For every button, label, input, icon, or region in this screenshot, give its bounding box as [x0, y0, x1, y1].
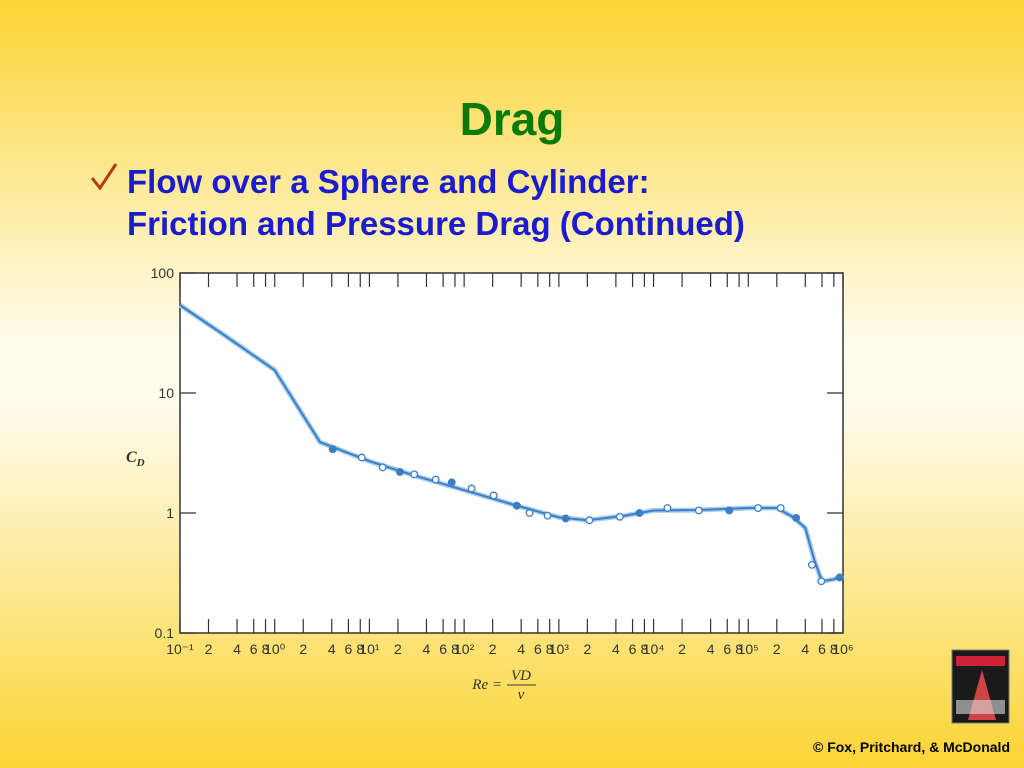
slide-title: Drag — [460, 93, 565, 145]
data-point — [543, 511, 552, 520]
x-tick-label: 8 — [735, 641, 743, 657]
x-tick-label: 6 — [723, 641, 731, 657]
data-point — [817, 577, 826, 586]
data-point — [410, 470, 419, 479]
x-tick-label: 10³ — [549, 641, 570, 657]
bullet-line: Friction and Pressure Drag (Continued) — [127, 205, 745, 242]
x-tick-label: 8 — [451, 641, 459, 657]
x-tick-label: 10¹ — [359, 641, 380, 657]
data-point — [635, 509, 644, 517]
x-label-denominator: ν — [518, 687, 525, 703]
x-tick-label: 8 — [262, 641, 270, 657]
x-tick-label: 6 — [629, 641, 637, 657]
x-tick-label: 6 — [534, 641, 542, 657]
x-tick-label: 10² — [454, 641, 475, 657]
y-axis-label: CD — [126, 449, 145, 469]
data-point — [663, 504, 672, 512]
x-tick-label: 2 — [489, 641, 497, 657]
copyright: © Fox, Pritchard, & McDonald — [813, 739, 1010, 755]
data-point — [725, 506, 734, 515]
data-point — [792, 513, 801, 522]
data-point — [447, 478, 456, 487]
data-point — [431, 475, 440, 484]
x-tick-label: 2 — [299, 641, 307, 657]
x-tick-label: 8 — [640, 641, 648, 657]
x-tick-label: 4 — [612, 641, 620, 657]
data-point — [328, 445, 337, 454]
data-point — [585, 516, 594, 525]
x-tick-label: 10⁰ — [264, 641, 286, 657]
data-point — [561, 514, 570, 523]
x-tick-label: 8 — [546, 641, 554, 657]
check-bullet — [90, 163, 118, 191]
bullet-line: Flow over a Sphere and Cylinder: — [127, 163, 650, 200]
x-tick-label: 6 — [818, 641, 826, 657]
data-point — [835, 573, 844, 582]
x-label-numerator: VD — [511, 668, 531, 684]
data-point — [776, 504, 785, 512]
x-tick-label: 2 — [394, 641, 402, 657]
x-tick-label: 10⁴ — [643, 641, 665, 657]
y-label-subscript: D — [136, 457, 145, 469]
data-point — [807, 560, 816, 569]
book-cover — [951, 649, 1010, 724]
x-tick-label: 10⁵ — [738, 641, 759, 657]
y-tick-label: 100 — [151, 265, 175, 281]
x-tick-label: 6 — [439, 641, 447, 657]
data-point — [357, 453, 366, 462]
x-label-lhs: Re = — [471, 677, 502, 693]
y-label-symbol: C — [126, 449, 137, 466]
data-point — [378, 463, 387, 472]
y-tick-label: 0.1 — [155, 625, 175, 641]
data-point — [754, 504, 763, 512]
x-tick-label: 4 — [233, 641, 241, 657]
x-tick-label: 10⁶ — [832, 641, 853, 657]
plot-area — [179, 272, 844, 634]
x-tick-label: 4 — [328, 641, 336, 657]
x-axis-label: Re = VD ν — [471, 668, 536, 703]
x-tick-label: 2 — [773, 641, 781, 657]
x-tick-label: 2 — [678, 641, 686, 657]
x-tick-label: 6 — [345, 641, 353, 657]
x-tick-label: 4 — [423, 641, 431, 657]
data-point — [512, 501, 521, 510]
x-tick-label: 2 — [205, 641, 213, 657]
y-tick-label: 1 — [166, 505, 174, 521]
x-tick-label: 2 — [583, 641, 591, 657]
data-point — [615, 512, 624, 521]
x-tick-label: 6 — [250, 641, 258, 657]
data-point — [489, 491, 498, 500]
data-point — [525, 509, 534, 517]
x-tick-label: 8 — [830, 641, 838, 657]
y-tick-label: 10 — [158, 385, 174, 401]
x-tick-label: 4 — [801, 641, 809, 657]
data-point — [694, 506, 703, 515]
data-point — [395, 467, 404, 476]
x-tick-label: 4 — [517, 641, 525, 657]
x-tick-label: 4 — [707, 641, 715, 657]
x-tick-label: 10⁻¹ — [166, 641, 194, 657]
data-point — [467, 484, 476, 493]
x-tick-label: 8 — [356, 641, 364, 657]
